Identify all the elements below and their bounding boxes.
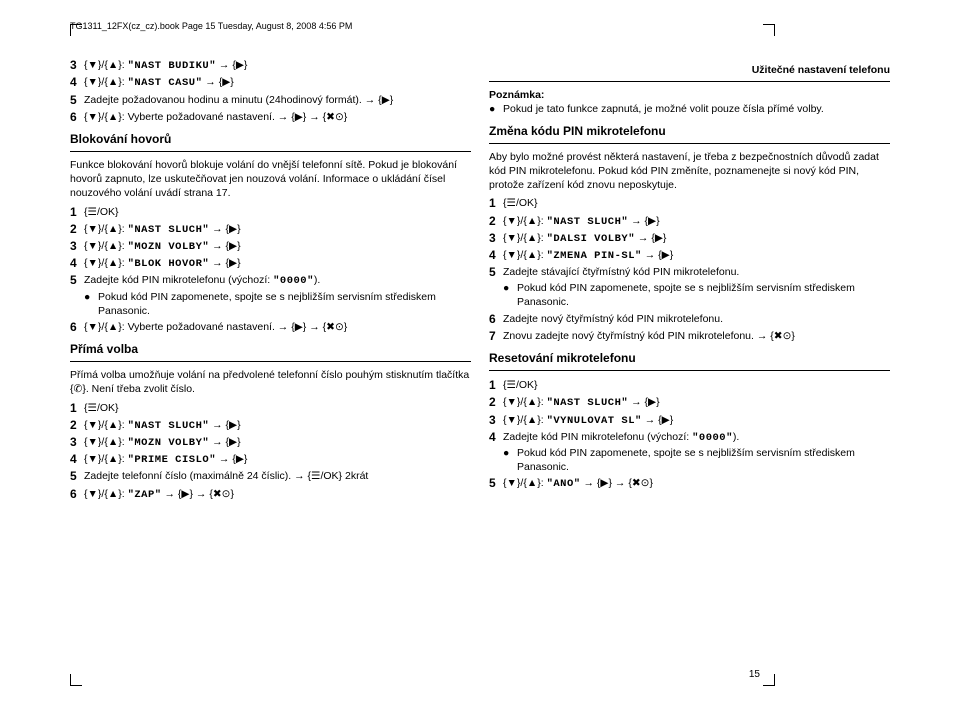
menu-icon: ☰	[507, 197, 516, 209]
reset-step-2: 2{▼}/{▲}: "NAST SLUCH" → {▶}	[489, 394, 890, 410]
blok-paragraph: Funkce blokování hovorů blokuje volání d…	[70, 158, 471, 201]
nav-keys: {▼}/{▲}	[84, 111, 122, 123]
pin-paragraph: Aby bylo možné provést některá nastavení…	[489, 150, 890, 193]
blok-step-5: 5Zadejte kód PIN mikrotelefonu (výchozí:…	[70, 272, 471, 288]
pin-step-1: 1{☰/OK}	[489, 195, 890, 211]
prima-step-5: 5Zadejte telefonní číslo (maximálně 24 č…	[70, 468, 471, 484]
menu-icon: ☰	[88, 206, 97, 218]
pin-step-4: 4{▼}/{▲}: "ZMENA PIN-SL" → {▶}	[489, 247, 890, 263]
crop-mark-br	[763, 674, 775, 686]
pin-step-7: 7Znovu zadejte nový čtyřmístný kód PIN m…	[489, 328, 890, 344]
prima-paragraph: Přímá volba umožňuje volání na předvolen…	[70, 368, 471, 396]
reset-step-4: 4Zadejte kód PIN mikrotelefonu (výchozí:…	[489, 429, 890, 445]
pin-bullet: ●Pokud kód PIN zapomenete, spojte se s n…	[503, 281, 890, 309]
page-section-header: Užitečné nastavení telefonu	[489, 63, 890, 77]
divider	[489, 370, 890, 371]
heading-reset: Resetování mikrotelefonu	[489, 350, 890, 366]
crop-mark-bl	[70, 674, 82, 686]
menu-icon: ☰	[507, 379, 516, 391]
columns: 3 {▼}/{▲}: "NAST BUDIKU" → {▶} 4 {▼}/{▲}…	[70, 57, 890, 503]
blok-step-3: 3{▼}/{▲}: "MOZN VOLBY" → {▶}	[70, 238, 471, 254]
reset-step-3: 3{▼}/{▲}: "VYNULOVAT SL" → {▶}	[489, 412, 890, 428]
page-number: 15	[749, 669, 760, 680]
crop-mark-tl	[70, 24, 82, 36]
blok-bullet: ●Pokud kód PIN zapomenete, spojte se s n…	[84, 290, 471, 318]
divider	[489, 81, 890, 82]
right-column: Užitečné nastavení telefonu Poznámka: ●P…	[489, 57, 890, 503]
nav-keys: {▼}/{▲}	[84, 59, 122, 71]
prima-step-6: 6{▼}/{▲}: "ZAP" → {▶} → {✖⊙}	[70, 486, 471, 502]
step-3: 3 {▼}/{▲}: "NAST BUDIKU" → {▶}	[70, 57, 471, 73]
step-5: 5 Zadejte požadovanou hodinu a minutu (2…	[70, 92, 471, 108]
blok-step-1: 1{☰/OK}	[70, 204, 471, 220]
divider	[489, 143, 890, 144]
note-box: Poznámka: ●Pokud je tato funkce zapnutá,…	[489, 88, 890, 116]
reset-step-1: 1{☰/OK}	[489, 377, 890, 393]
pin-step-6: 6Zadejte nový čtyřmístný kód PIN mikrote…	[489, 311, 890, 327]
menu-icon: ☰	[88, 402, 97, 414]
heading-prima: Přímá volba	[70, 341, 471, 357]
reset-step-5: 5{▼}/{▲}: "ANO" → {▶} → {✖⊙}	[489, 475, 890, 491]
prima-step-4: 4{▼}/{▲}: "PRIME CISLO" → {▶}	[70, 451, 471, 467]
divider	[70, 151, 471, 152]
step-6: 6 {▼}/{▲}: Vyberte požadované nastavení.…	[70, 109, 471, 125]
reset-bullet: ●Pokud kód PIN zapomenete, spojte se s n…	[503, 446, 890, 474]
page: TG1311_12FX(cz_cz).book Page 15 Tuesday,…	[0, 0, 960, 523]
pin-step-5: 5Zadejte stávající čtyřmístný kód PIN mi…	[489, 264, 890, 280]
prima-step-3: 3{▼}/{▲}: "MOZN VOLBY" → {▶}	[70, 434, 471, 450]
prima-step-1: 1{☰/OK}	[70, 400, 471, 416]
blok-step-4: 4{▼}/{▲}: "BLOK HOVOR" → {▶}	[70, 255, 471, 271]
nav-keys: {▼}/{▲}	[84, 76, 122, 88]
left-column: 3 {▼}/{▲}: "NAST BUDIKU" → {▶} 4 {▼}/{▲}…	[70, 57, 471, 503]
divider	[70, 361, 471, 362]
pin-step-2: 2{▼}/{▲}: "NAST SLUCH" → {▶}	[489, 213, 890, 229]
prima-step-2: 2{▼}/{▲}: "NAST SLUCH" → {▶}	[70, 417, 471, 433]
pin-step-3: 3{▼}/{▲}: "DALSI VOLBY" → {▶}	[489, 230, 890, 246]
note-bullet: ●Pokud je tato funkce zapnutá, je možné …	[489, 102, 890, 116]
crop-mark-tr	[763, 24, 775, 36]
phone-icon: ✆	[74, 383, 83, 395]
heading-blokovani: Blokování hovorů	[70, 131, 471, 147]
blok-step-2: 2{▼}/{▲}: "NAST SLUCH" → {▶}	[70, 221, 471, 237]
blok-step-6: 6{▼}/{▲}: Vyberte požadované nastavení. …	[70, 319, 471, 335]
step-4: 4 {▼}/{▲}: "NAST CASU" → {▶}	[70, 74, 471, 90]
heading-pin: Změna kódu PIN mikrotelefonu	[489, 123, 890, 139]
